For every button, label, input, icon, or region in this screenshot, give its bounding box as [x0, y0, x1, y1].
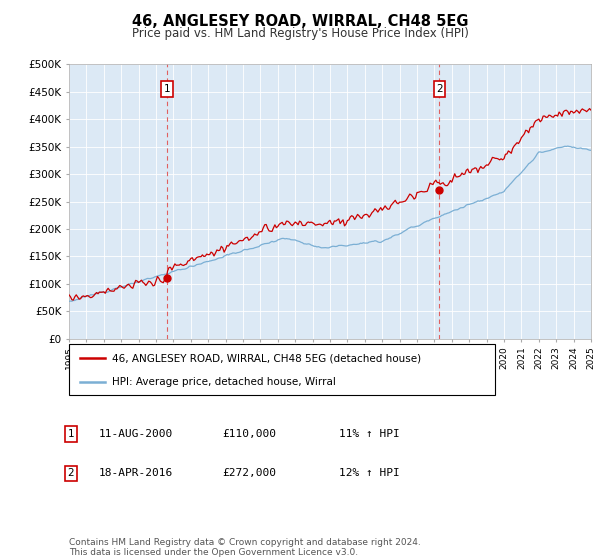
Text: Price paid vs. HM Land Registry's House Price Index (HPI): Price paid vs. HM Land Registry's House …: [131, 27, 469, 40]
Text: 46, ANGLESEY ROAD, WIRRAL, CH48 5EG: 46, ANGLESEY ROAD, WIRRAL, CH48 5EG: [132, 14, 468, 29]
Text: HPI: Average price, detached house, Wirral: HPI: Average price, detached house, Wirr…: [112, 377, 335, 387]
Text: 11% ↑ HPI: 11% ↑ HPI: [339, 429, 400, 439]
Text: 18-APR-2016: 18-APR-2016: [99, 468, 173, 478]
Text: 2: 2: [436, 84, 443, 94]
Text: 12% ↑ HPI: 12% ↑ HPI: [339, 468, 400, 478]
Text: 2: 2: [67, 468, 74, 478]
Text: 1: 1: [67, 429, 74, 439]
Text: 11-AUG-2000: 11-AUG-2000: [99, 429, 173, 439]
Text: 1: 1: [163, 84, 170, 94]
Text: £110,000: £110,000: [222, 429, 276, 439]
Text: £272,000: £272,000: [222, 468, 276, 478]
Text: Contains HM Land Registry data © Crown copyright and database right 2024.
This d: Contains HM Land Registry data © Crown c…: [69, 538, 421, 557]
Text: 46, ANGLESEY ROAD, WIRRAL, CH48 5EG (detached house): 46, ANGLESEY ROAD, WIRRAL, CH48 5EG (det…: [112, 353, 421, 363]
